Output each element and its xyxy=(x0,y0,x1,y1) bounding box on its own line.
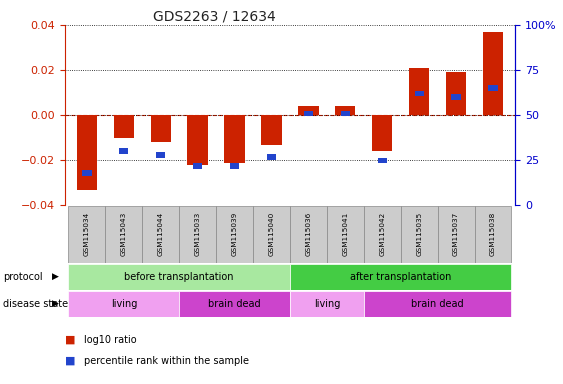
Text: protocol: protocol xyxy=(3,272,42,282)
Bar xyxy=(364,291,511,317)
Bar xyxy=(69,264,290,290)
Bar xyxy=(475,206,511,263)
Bar xyxy=(341,111,350,116)
Text: GSM115036: GSM115036 xyxy=(305,211,311,256)
Bar xyxy=(304,111,313,116)
Bar xyxy=(114,115,134,138)
Bar xyxy=(216,206,253,263)
Text: GSM115034: GSM115034 xyxy=(84,211,90,256)
Bar xyxy=(372,115,392,151)
Bar xyxy=(225,115,245,162)
Text: disease state: disease state xyxy=(3,299,68,309)
Text: GSM115037: GSM115037 xyxy=(453,211,459,256)
Bar xyxy=(261,115,282,144)
Bar xyxy=(119,149,128,154)
Bar xyxy=(77,115,97,190)
Text: GSM115044: GSM115044 xyxy=(158,211,164,256)
Bar xyxy=(452,94,461,100)
Bar xyxy=(290,206,327,263)
Bar xyxy=(290,291,364,317)
Bar xyxy=(414,91,424,96)
Text: GSM115035: GSM115035 xyxy=(416,211,422,256)
Text: ▶: ▶ xyxy=(52,272,59,281)
Text: GSM115042: GSM115042 xyxy=(379,211,385,256)
Text: before transplantation: before transplantation xyxy=(124,272,234,282)
Text: log10 ratio: log10 ratio xyxy=(84,335,137,345)
Text: GSM115039: GSM115039 xyxy=(231,211,238,256)
Bar xyxy=(150,115,171,142)
Bar xyxy=(335,106,355,115)
Text: brain dead: brain dead xyxy=(412,299,464,309)
Bar xyxy=(327,206,364,263)
Bar xyxy=(290,264,511,290)
Bar xyxy=(378,157,387,163)
Bar xyxy=(488,85,498,91)
Text: GSM115033: GSM115033 xyxy=(195,211,200,256)
Text: GSM115041: GSM115041 xyxy=(342,211,348,256)
Bar xyxy=(179,206,216,263)
Text: ■: ■ xyxy=(65,335,75,345)
Bar xyxy=(69,291,179,317)
Bar xyxy=(409,68,430,115)
Bar xyxy=(142,206,179,263)
Bar xyxy=(69,206,105,263)
Text: GSM115043: GSM115043 xyxy=(121,211,127,256)
Text: brain dead: brain dead xyxy=(208,299,261,309)
Text: after transplantation: after transplantation xyxy=(350,272,452,282)
Bar xyxy=(364,206,401,263)
Text: GDS2263 / 12634: GDS2263 / 12634 xyxy=(153,10,275,23)
Bar xyxy=(179,291,290,317)
Text: ■: ■ xyxy=(65,356,75,366)
Bar xyxy=(483,32,503,115)
Text: living: living xyxy=(110,299,137,309)
Bar xyxy=(298,106,319,115)
Text: ▶: ▶ xyxy=(52,299,59,308)
Bar xyxy=(156,152,166,158)
Bar xyxy=(437,206,475,263)
Bar xyxy=(267,154,276,159)
Text: living: living xyxy=(314,299,340,309)
Bar xyxy=(187,115,208,165)
Text: GSM115040: GSM115040 xyxy=(269,211,275,256)
Bar xyxy=(446,72,466,115)
Bar xyxy=(230,163,239,169)
Bar xyxy=(105,206,142,263)
Bar xyxy=(82,170,92,176)
Bar xyxy=(401,206,437,263)
Bar xyxy=(253,206,290,263)
Bar xyxy=(193,163,202,169)
Text: GSM115038: GSM115038 xyxy=(490,211,496,256)
Text: percentile rank within the sample: percentile rank within the sample xyxy=(84,356,249,366)
